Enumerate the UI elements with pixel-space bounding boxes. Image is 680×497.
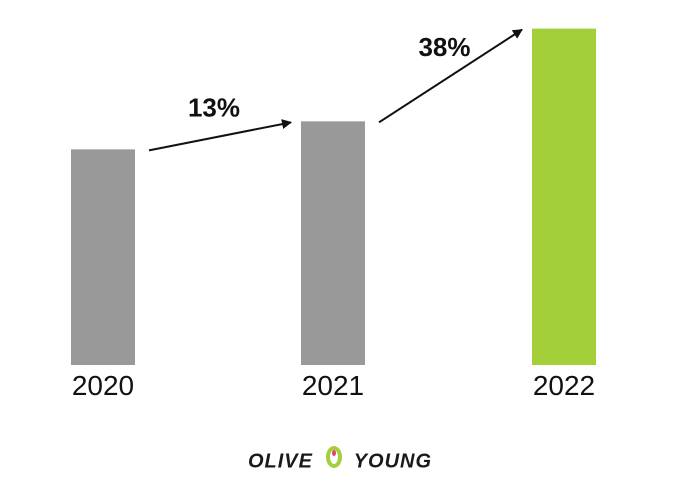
bar-2020 [71,149,135,365]
growth-arrow-2021-2022 [378,28,523,124]
x-tick-label: 2022 [533,370,595,401]
bar-2021 [301,121,365,365]
x-tick-label: 2020 [72,370,134,401]
growth-label: 38% [418,32,470,62]
logo-right-text: YOUNG [353,450,433,473]
x-tick-label: 2021 [302,370,364,401]
bar-2022 [532,28,596,365]
olive-young-logo: OLIVE YOUNG [0,446,680,476]
logo-left-text: OLIVE [247,450,313,473]
growth-arrow-2020-2021 [148,119,292,152]
olive-icon [324,444,344,476]
growth-label: 13% [188,92,240,122]
